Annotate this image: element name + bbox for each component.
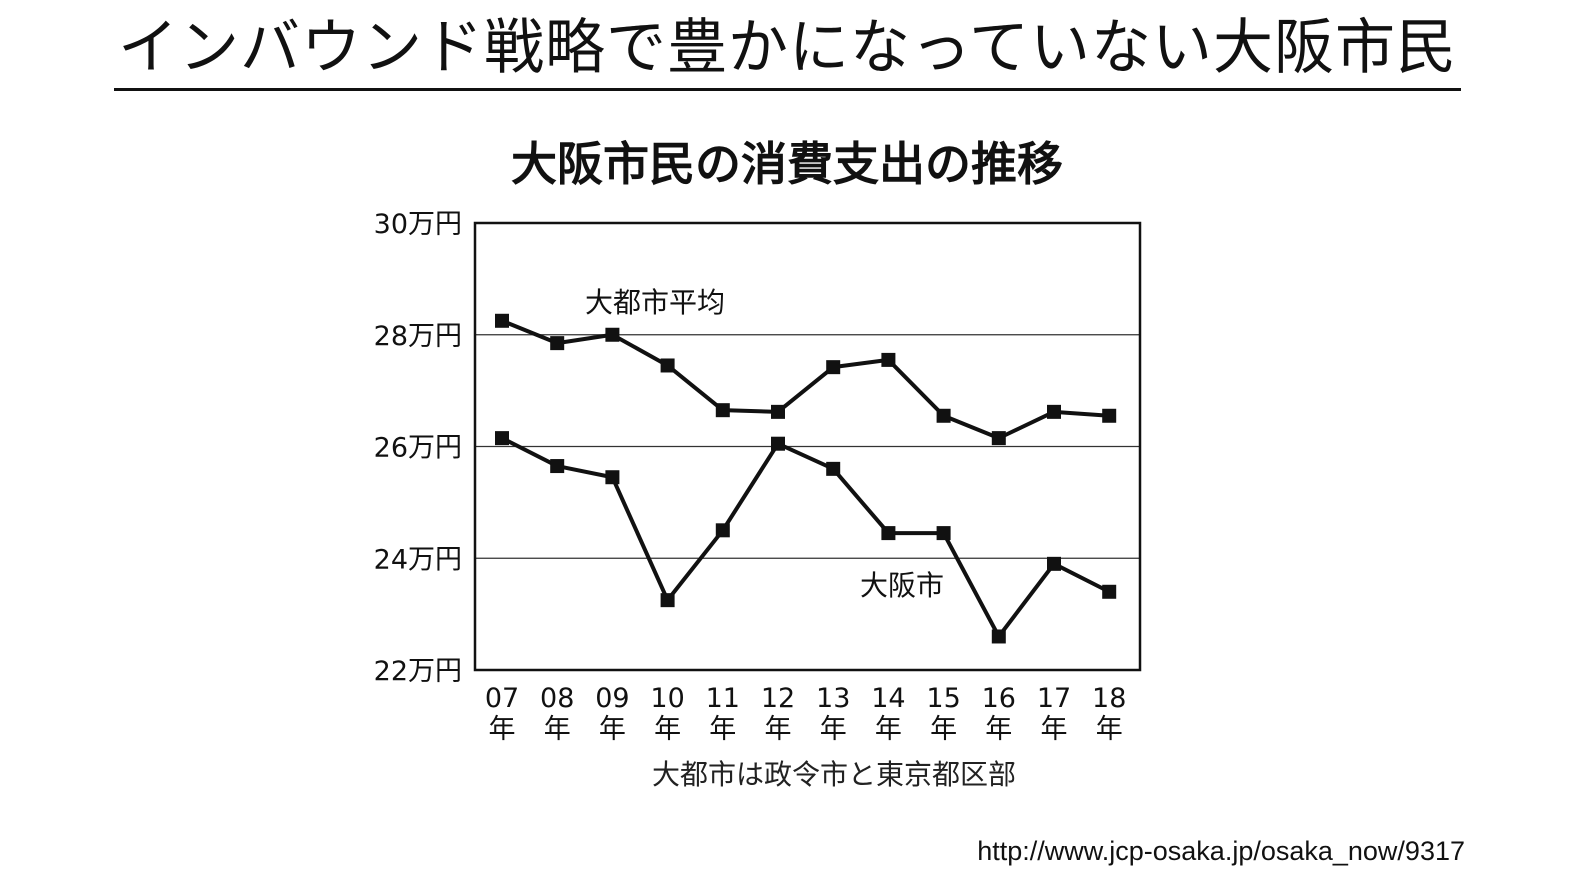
x-tick-label: 11: [706, 683, 740, 714]
data-point: [936, 408, 951, 423]
x-tick-suffix: 年: [985, 714, 1012, 745]
gridlines: [475, 334, 1140, 559]
data-point: [826, 461, 841, 476]
y-tick-label: 28万円: [374, 321, 462, 352]
x-tick-label: 16: [982, 683, 1016, 714]
data-point: [550, 459, 565, 474]
x-tick-label: 12: [761, 683, 795, 714]
data-point: [605, 327, 620, 342]
data-point: [771, 436, 785, 451]
x-tick-suffix: 年: [820, 714, 847, 745]
y-axis-ticks: 22万円 24万円 26万円 28万円 30万円: [374, 209, 462, 687]
data-point: [715, 403, 730, 418]
x-tick-label: 08: [540, 683, 574, 714]
x-tick-label: 17: [1037, 683, 1071, 714]
series-label-avg: 大都市平均: [585, 286, 725, 319]
x-tick-suffix: 年: [875, 714, 902, 745]
chart-title: 大阪市民の消費支出の推移: [511, 137, 1063, 191]
series-line-avg: [501, 318, 1110, 441]
data-point: [660, 593, 675, 608]
x-tick-suffix: 年: [1041, 714, 1068, 745]
x-tick-label: 14: [871, 683, 905, 714]
data-point: [1047, 556, 1061, 571]
x-tick-label: 09: [595, 683, 629, 714]
data-point: [1047, 404, 1061, 419]
x-tick-label: 15: [926, 683, 960, 714]
x-tick-suffix: 年: [489, 714, 516, 745]
data-point: [660, 358, 675, 373]
x-tick-label: 13: [816, 683, 850, 714]
data-point: [605, 470, 620, 485]
x-tick-suffix: 年: [709, 714, 736, 745]
x-tick-suffix: 年: [765, 714, 792, 745]
x-tick-label: 10: [650, 683, 684, 714]
data-point: [936, 526, 951, 541]
data-point: [826, 360, 841, 375]
data-point: [495, 313, 509, 328]
series-line-osaka: [501, 436, 1111, 639]
data-point: [881, 526, 896, 541]
y-tick-label: 22万円: [374, 656, 462, 687]
y-tick-label: 24万円: [374, 544, 462, 575]
y-tick-label: 26万円: [374, 433, 462, 464]
slide-title: インバウンド戦略で豊かになっていない大阪市民: [0, 10, 1575, 91]
data-point: [1102, 584, 1117, 599]
data-point: [1102, 408, 1117, 423]
x-tick-label: 18: [1092, 683, 1126, 714]
data-point: [881, 352, 896, 367]
data-point: [495, 431, 509, 446]
x-tick-suffix: 年: [930, 714, 957, 745]
x-tick-suffix: 年: [544, 714, 571, 745]
series-label-osaka: 大阪市: [860, 569, 944, 602]
x-tick-suffix: 年: [1096, 714, 1123, 745]
data-point: [771, 404, 785, 419]
y-tick-label: 30万円: [374, 209, 462, 240]
series-group: [495, 313, 1117, 644]
slide-title-text: インバウンド戦略で豊かになっていない大阪市民: [114, 10, 1461, 91]
data-point: [991, 629, 1006, 644]
data-point: [550, 336, 565, 351]
x-tick-label: 07: [485, 683, 519, 714]
x-tick-suffix: 年: [599, 714, 626, 745]
data-point: [991, 431, 1006, 446]
chart-note: 大都市は政令市と東京都区部: [652, 758, 1016, 791]
source-url: http://www.jcp-osaka.jp/osaka_now/9317: [977, 836, 1465, 866]
data-point: [715, 523, 730, 538]
plot-frame: [473, 221, 1142, 672]
x-tick-suffix: 年: [654, 714, 681, 745]
